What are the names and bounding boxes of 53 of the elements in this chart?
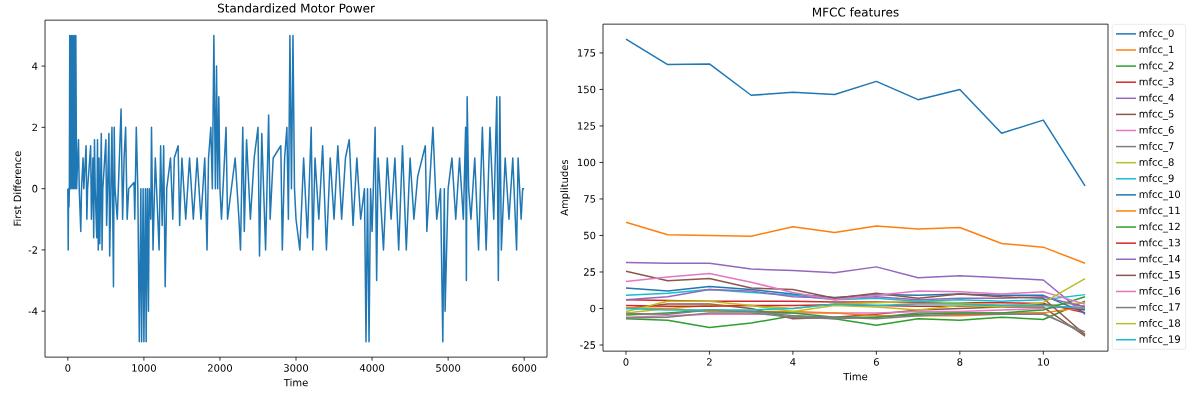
legend-label: mfcc_6 [1139,125,1174,136]
legend-label: mfcc_4 [1139,93,1174,104]
y-tick-label: 125 [577,122,596,130]
x-tick-label: 2 [706,358,712,366]
legend-label: mfcc_19 [1139,335,1181,346]
legend-label: mfcc_9 [1139,174,1174,185]
y-tick-label: 50 [584,231,596,240]
x-tick-label: 3000 [284,364,309,372]
legend-label: mfcc_8 [1139,158,1174,169]
y-tick-label: 0 [590,304,596,313]
x-axis-title: Time [283,378,308,387]
legend-label: mfcc_3 [1139,77,1174,88]
x-tick-label: 0 [623,358,629,366]
legend-label: mfcc_12 [1139,222,1180,233]
x-tick-label: 2000 [207,364,233,372]
y-axis-title: First Difference [13,151,22,226]
legend-label: mfcc_2 [1139,61,1174,72]
legend-label: mfcc_11 [1139,206,1180,217]
legend-label: mfcc_16 [1139,286,1181,297]
legend-label: mfcc_14 [1139,254,1181,265]
x-tick-label: 10 [1038,358,1050,366]
legend-label: mfcc_15 [1139,270,1180,281]
legend-label: mfcc_10 [1139,190,1181,201]
y-axis-title: Amplitudes [560,159,571,216]
x-tick-label: 6000 [512,364,537,372]
x-tick-label: 0 [65,364,71,372]
legend-label: mfcc_7 [1139,141,1174,152]
chart-title: MFCC features [812,7,899,17]
legend-label: mfcc_13 [1139,238,1180,249]
y-tick-label: 4 [32,62,38,70]
y-tick-label: -4 [28,307,38,315]
y-tick-label: -2 [28,246,37,254]
legend-label: mfcc_18 [1139,319,1181,329]
x-tick-label: 8 [957,358,963,366]
legend-label: mfcc_0 [1139,29,1174,40]
y-tick-label: 75 [584,195,596,203]
y-tick-label: 175 [577,49,596,57]
legend-label: mfcc_5 [1139,109,1174,120]
y-tick-label: 100 [577,158,596,167]
x-axis-title: Time [843,372,868,381]
legend-label: mfcc_17 [1139,302,1180,313]
x-tick-label: 1000 [132,364,156,372]
x-tick-label: 4 [790,358,796,366]
x-tick-label: 4000 [359,364,385,372]
y-tick-label: 150 [577,85,596,94]
y-tick-label: -25 [580,341,596,349]
x-tick-label: 6 [873,358,879,366]
legend-label: mfcc_1 [1139,45,1174,56]
y-tick-label: 0 [32,184,38,193]
y-tick-label: 2 [32,123,37,132]
y-tick-label: 25 [583,268,596,276]
x-tick-label: 5000 [436,364,461,372]
chart-title: Standardized Motor Power [217,3,375,13]
